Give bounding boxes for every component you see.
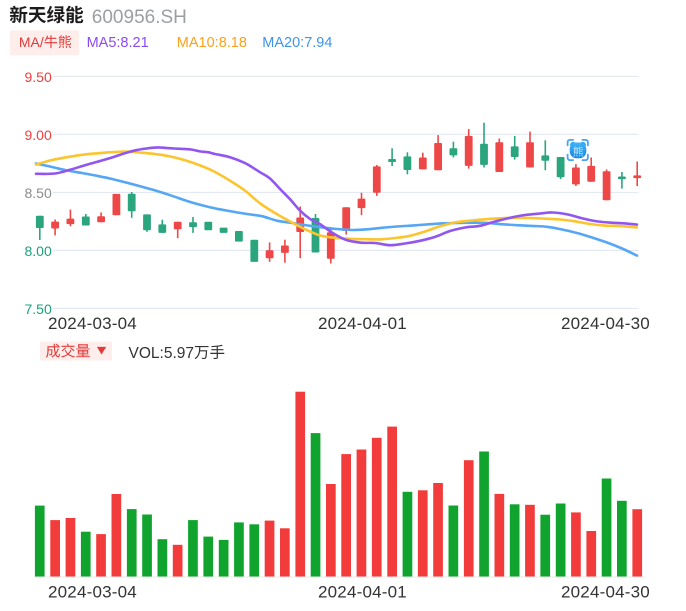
svg-text:9.00: 9.00	[25, 127, 52, 143]
svg-text:600956.SH: 600956.SH	[92, 7, 187, 28]
svg-text:8.50: 8.50	[25, 185, 52, 201]
svg-text:MA10:8.18: MA10:8.18	[177, 35, 247, 51]
svg-text:2024-03-04: 2024-03-04	[48, 583, 137, 602]
svg-text:2024-04-01: 2024-04-01	[318, 314, 407, 333]
svg-text:MA5:8.21: MA5:8.21	[87, 35, 149, 51]
svg-text:2024-03-04: 2024-03-04	[48, 314, 137, 333]
svg-text:9.50: 9.50	[25, 69, 52, 85]
svg-text:2024-04-30: 2024-04-30	[561, 314, 650, 333]
svg-text:2024-04-30: 2024-04-30	[561, 583, 650, 602]
svg-text:7.50: 7.50	[25, 301, 52, 317]
svg-text:VOL:5.97: VOL:5.97	[129, 345, 195, 362]
svg-text:8.00: 8.00	[25, 243, 52, 259]
svg-text:MA/: MA/	[19, 34, 44, 50]
svg-text:2024-04-01: 2024-04-01	[318, 583, 407, 602]
svg-text:MA20:7.94: MA20:7.94	[262, 35, 332, 51]
